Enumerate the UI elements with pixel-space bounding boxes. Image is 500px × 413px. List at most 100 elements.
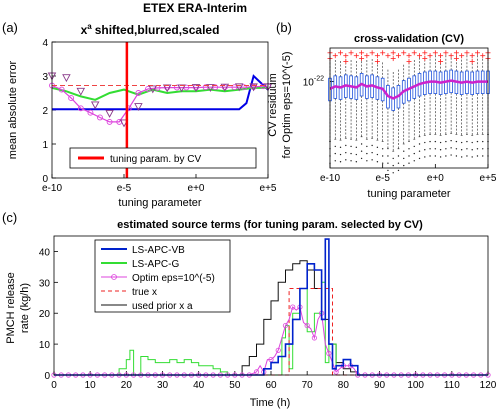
panel-b-chart: cross-validation (CV) 10-22 e-10 e-5 e+0 e+5… (267, 33, 497, 200)
b-low-outlier (450, 147, 452, 149)
b-low-outlier (450, 154, 452, 156)
a-ytick-label: 0 (42, 174, 48, 185)
b-low-outlier (360, 143, 363, 145)
panel-c-title: estimated source terms (for tuning param… (117, 219, 423, 231)
c-xtick-label: 110 (444, 380, 460, 391)
b-low-outlier (397, 155, 400, 157)
a-ytick-label: 4 (42, 38, 48, 49)
a-series-line (51, 86, 268, 101)
panel-a-ylabel: mean absolute error (7, 60, 19, 159)
b-xtick-label: e-5 (375, 173, 390, 184)
b-low-outlier (403, 164, 405, 167)
b-low-outlier (371, 159, 373, 161)
c-xtick-label: 0 (51, 380, 57, 391)
figure-title: ETEX ERA-Interim (143, 1, 247, 15)
b-low-outlier (366, 145, 368, 148)
c-xtick-label: 90 (374, 380, 386, 391)
c-xtick-label: 80 (338, 380, 350, 391)
b-low-outlier (482, 148, 484, 150)
a-circle-marker (250, 83, 257, 90)
b-ytick-label: 10-22 (303, 76, 324, 89)
panel-c-xlabel: Time (h) (250, 397, 291, 409)
b-low-outlier (387, 155, 389, 157)
a-xtick-label: e+0 (188, 183, 205, 194)
a-circle-marker (221, 84, 228, 91)
c-xtick-label: 50 (229, 380, 241, 391)
b-low-outlier (439, 156, 442, 158)
a-xtick-label: e-5 (117, 183, 132, 194)
b-low-outlier (439, 149, 442, 151)
b-low-outlier (355, 146, 358, 149)
panel-c-ylabel-line2: rate (kg/h) (19, 283, 31, 333)
a-legend-box (69, 147, 257, 169)
b-low-outlier (429, 148, 431, 150)
panel-a-title: xa shifted,blurred,scaled (81, 22, 220, 37)
a-circle-marker (77, 105, 84, 112)
b-low-outlier (403, 157, 405, 160)
b-low-outlier (434, 148, 437, 150)
a-circle-marker (231, 84, 238, 91)
c-xtick-label: 30 (157, 380, 169, 391)
c-circle-marker (275, 347, 281, 353)
b-low-outlier (418, 150, 421, 152)
b-low-outlier (403, 150, 405, 152)
c-series-step (54, 281, 488, 376)
b-low-outlier (371, 144, 373, 147)
panel-a-title-sup: a (87, 22, 92, 31)
b-low-outlier (466, 148, 468, 150)
c-legend-label: LS-APC-VB (132, 245, 185, 256)
a-circle-marker (68, 95, 75, 102)
b-low-outlier (471, 141, 473, 144)
b-low-outlier (371, 151, 373, 154)
b-low-outlier (471, 156, 473, 158)
b-low-outlier (413, 145, 415, 148)
b-low-outlier (460, 149, 463, 151)
panel-a-chart: xa shifted,blurred,scaled 0 1 2 3 4 e-10 e-5 e+0… (7, 22, 277, 209)
b-low-outlier (413, 152, 415, 155)
a-series-line (52, 74, 269, 111)
a-legend-label: tuning param. by CV (110, 154, 201, 165)
a-triangle-marker (177, 84, 186, 93)
b-low-outlier (376, 153, 379, 156)
c-ytick-label: 40 (39, 247, 51, 258)
a-ytick-label: 2 (42, 106, 48, 117)
panel-b-title: cross-validation (CV) (354, 33, 464, 45)
b-low-outlier (482, 155, 484, 157)
b-low-outlier (429, 155, 431, 157)
panel-b-xlabel: tuning parameter (367, 188, 450, 200)
b-low-outlier (408, 162, 410, 164)
b-low-outlier (334, 160, 336, 162)
a-circle-marker (58, 86, 65, 93)
b-low-outlier (334, 145, 336, 148)
a-circle-marker (135, 90, 142, 96)
b-low-outlier (381, 162, 384, 164)
c-xtick-label: 10 (85, 380, 97, 391)
a-triangle-marker (249, 83, 258, 92)
b-low-outlier (376, 161, 379, 163)
panel-b-ylabel-line2: for Optim eps=10^(-5) (281, 52, 293, 159)
b-low-outlier (345, 151, 347, 154)
a-circle-marker (97, 114, 103, 121)
a-triangle-marker (90, 101, 100, 110)
a-ytick-label: 3 (42, 72, 48, 83)
c-xtick-label: 120 (480, 380, 497, 391)
b-low-outlier (445, 155, 447, 157)
a-xtick-label: e-10 (42, 183, 62, 194)
a-triangle-marker (76, 87, 86, 96)
b-xtick-label: e-10 (320, 173, 340, 184)
a-xtick-label: e+5 (260, 183, 277, 194)
b-low-outlier (424, 156, 426, 158)
b-low-outlier (339, 153, 342, 156)
b-low-outlier (434, 155, 437, 157)
b-low-outlier (455, 140, 458, 143)
c-series-step (54, 238, 488, 376)
b-low-outlier (350, 145, 352, 148)
panel-label-a: (a) (2, 20, 18, 35)
c-circle-marker (311, 335, 317, 341)
c-circle-marker (253, 369, 260, 375)
a-circle-marker (87, 109, 94, 116)
c-circle-marker (290, 304, 296, 310)
b-low-outlier (397, 162, 400, 164)
c-circle-marker (326, 350, 332, 356)
b-low-outlier (339, 146, 342, 149)
